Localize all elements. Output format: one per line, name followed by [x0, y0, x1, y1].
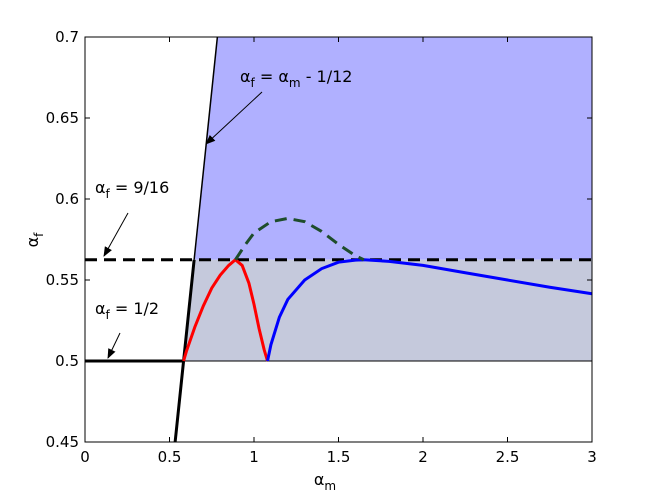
x-tick-label: 1.5	[327, 448, 351, 466]
x-tick-label: 2	[418, 448, 428, 466]
region	[183, 259, 592, 361]
y-axis-label-part: α	[23, 237, 42, 248]
region	[194, 37, 592, 260]
y-tick-label: 0.7	[55, 28, 79, 46]
y-tick-label: 0.45	[46, 433, 79, 451]
annotation-part: f	[106, 187, 111, 201]
annotation-part: = 9/16	[110, 178, 170, 197]
annotation-part: f	[106, 308, 111, 322]
x-axis-label: αm	[314, 470, 336, 493]
annotation-part: = 1/2	[110, 299, 159, 318]
annotation: αf = αm - 1/12	[240, 67, 352, 90]
y-axis-label: αf	[23, 232, 46, 248]
curve	[266, 258, 593, 362]
annotation-part: f	[251, 76, 256, 90]
y-tick-label: 0.5	[55, 352, 79, 370]
annotation-part: α	[95, 299, 106, 318]
annotation-part: m	[289, 76, 301, 90]
curve	[193, 36, 219, 260]
curve	[234, 216, 365, 262]
x-axis-label-part: m	[324, 479, 336, 493]
curve	[182, 257, 269, 362]
annotation-part: = α	[255, 67, 289, 86]
annotation-arrow	[107, 332, 121, 359]
x-tick-label: 3	[587, 448, 597, 466]
annotation: αf = 9/16	[95, 178, 169, 201]
annotation-part: α	[95, 178, 106, 197]
annotation-part: α	[240, 67, 251, 86]
annotation: αf = 1/2	[95, 299, 159, 322]
annotation-arrow	[103, 212, 129, 257]
x-tick-label: 0.5	[158, 448, 182, 466]
x-tick-label: 2.5	[496, 448, 520, 466]
y-tick-label: 0.65	[46, 109, 79, 127]
annotation-arrow	[205, 91, 263, 145]
y-tick-label: 0.6	[55, 190, 79, 208]
x-tick-label: 1	[249, 448, 259, 466]
curve	[173, 259, 196, 443]
y-axis-label-part: f	[32, 232, 46, 237]
annotation-part: - 1/12	[301, 67, 353, 86]
y-tick-label: 0.55	[46, 271, 79, 289]
x-axis-label-part: α	[314, 470, 325, 489]
x-tick-label: 0	[80, 448, 90, 466]
